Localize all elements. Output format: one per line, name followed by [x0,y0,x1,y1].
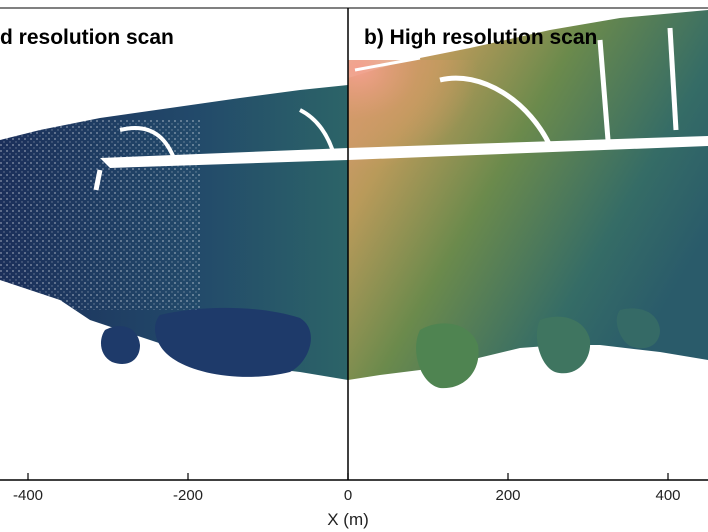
left-arch-gap-2 [299,108,337,159]
right-arch-gap [439,75,555,152]
right-panel-title: b) High resolution scan [364,26,597,49]
left-lower-lobe [155,307,311,377]
x-tick-label: 200 [495,487,520,504]
x-tick-label: -400 [13,487,43,504]
right-post-gap-2 [667,27,679,131]
right-edge-gap [354,56,421,72]
left-lower-lobe-2 [100,326,140,365]
left-panel-title: d resolution scan [0,26,174,49]
left-panel [0,85,348,380]
right-lower-lobe [416,323,479,389]
right-road-gap [348,136,708,160]
left-post-gap [93,169,103,191]
x-tick-label: -200 [173,487,203,504]
left-speckle [0,120,200,310]
x-axis-ticks: -400 -200 0 200 400 [13,473,681,504]
left-arch-gap [119,126,177,161]
x-axis-title: X (m) [327,510,369,529]
right-lower-lobe-2 [536,316,591,374]
left-road-gap [100,148,348,168]
x-tick-label: 400 [655,487,680,504]
right-post-gap [597,39,611,141]
x-tick-label: 0 [344,487,352,504]
right-panel [348,10,708,389]
right-lower-lobe-3 [616,308,660,349]
